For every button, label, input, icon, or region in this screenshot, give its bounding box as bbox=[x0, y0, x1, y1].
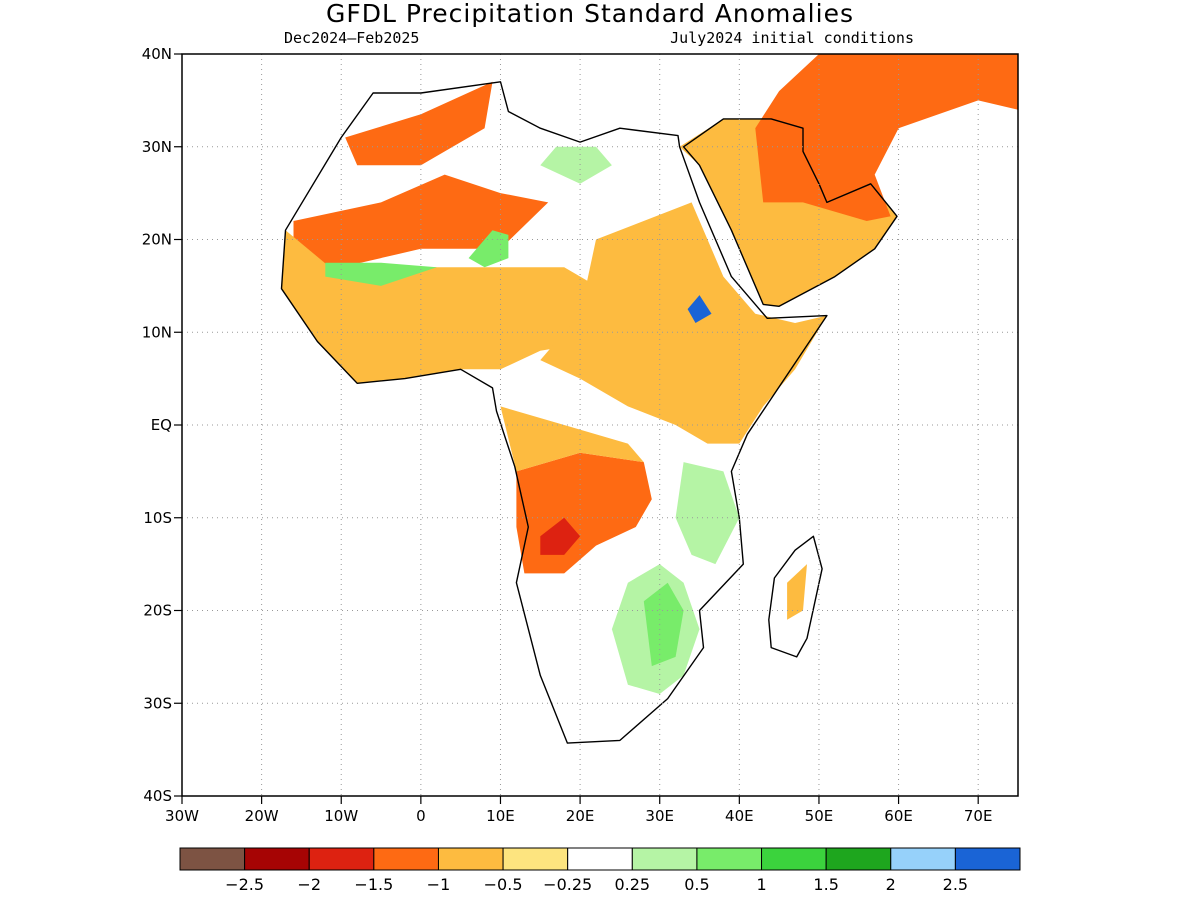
colorbar-swatch bbox=[373, 847, 439, 871]
lat-tick-label: 40S bbox=[143, 787, 172, 805]
colorbar-swatch bbox=[502, 847, 569, 871]
longitude-axis: 30W 20W 10W 0 10E 20E 30E 40E 50E 60E 70E bbox=[165, 796, 992, 825]
coastline-layer bbox=[280, 81, 898, 744]
colorbar-swatch bbox=[437, 847, 504, 871]
anomaly-region bbox=[675, 462, 740, 565]
anomaly-region bbox=[540, 517, 581, 555]
lat-tick-label: EQ bbox=[151, 416, 172, 434]
colorbar-label: 2.5 bbox=[943, 875, 968, 894]
colorbar-swatch bbox=[567, 847, 633, 871]
latitude-axis: 40N 30N 20N 10N EQ 10S 20S 30S 40S bbox=[142, 45, 182, 805]
map-panel: 40N 30N 20N 10N EQ 10S 20S 30S 40S 30W 20W 10W 0 10E… bbox=[142, 45, 1019, 825]
anomaly-region bbox=[687, 295, 712, 323]
colorbar-label: −2.5 bbox=[225, 875, 264, 894]
season-label: Dec2024–Feb2025 bbox=[284, 29, 419, 47]
lon-tick-label: 30W bbox=[165, 807, 199, 825]
colorbar-label: 2 bbox=[886, 875, 896, 894]
anomaly-region bbox=[468, 230, 509, 268]
lon-tick-label: 50E bbox=[805, 807, 834, 825]
lon-tick-label: 70E bbox=[964, 807, 993, 825]
colorbar-label: −0.25 bbox=[543, 875, 592, 894]
colorbar: −2.5 −2 −1.5 −1 −0.5 −0.25 0.25 0.5 1 1.5 2 2.5 bbox=[179, 847, 1021, 894]
colorbar-swatch bbox=[761, 847, 827, 871]
lon-tick-label: 0 bbox=[416, 807, 426, 825]
anomaly-region bbox=[643, 582, 684, 667]
colorbar-label: −1.5 bbox=[354, 875, 393, 894]
colorbar-labels: −2.5 −2 −1.5 −1 −0.5 −0.25 0.25 0.5 1 1.5 2 2.5 bbox=[225, 875, 968, 894]
colorbar-swatch bbox=[954, 847, 1021, 871]
anomaly-region bbox=[345, 81, 493, 166]
anomaly-region bbox=[500, 406, 644, 472]
colorbar-swatch bbox=[244, 847, 310, 871]
lat-tick-label: 30S bbox=[143, 694, 172, 712]
anomaly-region bbox=[679, 118, 897, 307]
initial-conditions-label: July2024 initial conditions bbox=[670, 29, 914, 47]
lat-tick-label: 10S bbox=[143, 509, 172, 527]
anomaly-region bbox=[540, 202, 827, 444]
lon-tick-label: 10E bbox=[486, 807, 515, 825]
africa-coastline bbox=[280, 81, 828, 744]
colorbar-swatch bbox=[696, 847, 763, 871]
lon-tick-label: 40E bbox=[725, 807, 754, 825]
arabia-coastline bbox=[682, 118, 898, 307]
colorbar-label: 1.5 bbox=[813, 875, 838, 894]
colorbar-swatch bbox=[890, 847, 956, 871]
colorbar-swatch bbox=[825, 847, 892, 871]
lat-tick-label: 10N bbox=[142, 323, 172, 341]
colorbar-swatch bbox=[631, 847, 698, 871]
lat-tick-label: 20S bbox=[143, 602, 172, 620]
colorbar-label: 0.25 bbox=[614, 875, 650, 894]
lon-tick-label: 10W bbox=[324, 807, 358, 825]
anomaly-fill-layer bbox=[281, 54, 1018, 694]
colorbar-label: −2 bbox=[297, 875, 321, 894]
figure-title: GFDL Precipitation Standard Anomalies bbox=[326, 0, 854, 28]
lon-tick-label: 30E bbox=[645, 807, 674, 825]
lon-tick-label: 20E bbox=[566, 807, 595, 825]
colorbar-swatches bbox=[179, 847, 1021, 871]
anomaly-region bbox=[787, 564, 807, 620]
lat-tick-label: 20N bbox=[142, 231, 172, 249]
madagascar-coastline bbox=[768, 535, 823, 658]
anomaly-region bbox=[755, 54, 1018, 221]
colorbar-label: −0.5 bbox=[484, 875, 523, 894]
lon-tick-label: 20W bbox=[245, 807, 279, 825]
anomaly-region bbox=[540, 146, 612, 184]
colorbar-swatch bbox=[179, 847, 246, 871]
anomaly-region bbox=[325, 262, 437, 286]
lat-tick-label: 40N bbox=[142, 45, 172, 63]
map-background bbox=[182, 54, 1018, 796]
anomaly-region bbox=[281, 230, 612, 384]
colorbar-label: −1 bbox=[427, 875, 451, 894]
colorbar-label: 1 bbox=[756, 875, 766, 894]
lon-tick-label: 60E bbox=[884, 807, 913, 825]
lat-tick-label: 30N bbox=[142, 138, 172, 156]
gridlines bbox=[182, 54, 1018, 796]
colorbar-label: 0.5 bbox=[684, 875, 709, 894]
colorbar-swatch bbox=[308, 847, 375, 871]
